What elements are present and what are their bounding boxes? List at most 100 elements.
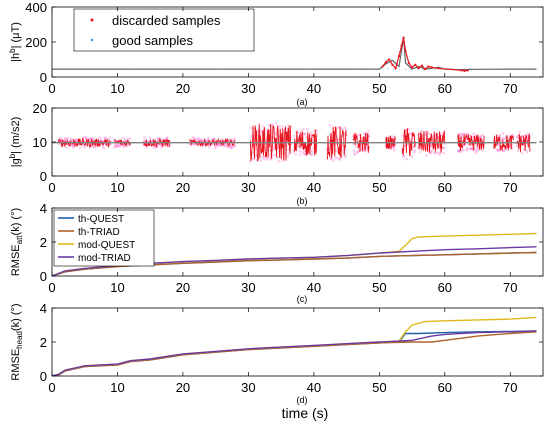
y-axis-label: |gb| (m/s2) — [8, 117, 22, 168]
halo-point — [191, 136, 194, 140]
halo-point — [62, 139, 66, 142]
halo-point — [500, 138, 504, 141]
good-sample-point — [334, 68, 336, 70]
halo-point — [278, 124, 281, 128]
halo-point — [335, 156, 339, 159]
halo-point — [268, 123, 271, 127]
halo-point — [227, 139, 231, 142]
halo-point — [103, 136, 106, 139]
x-tick-label: 40 — [307, 280, 321, 295]
halo-point — [467, 147, 470, 151]
discarded-sample-point — [424, 68, 427, 71]
x-tick-label: 60 — [438, 81, 452, 96]
halo-point — [233, 144, 237, 148]
halo-point — [438, 153, 442, 156]
halo-point — [214, 144, 218, 148]
halo-point — [364, 149, 367, 153]
halo-point — [353, 152, 356, 155]
halo-point — [305, 136, 308, 139]
x-tick-label: 40 — [307, 180, 321, 195]
halo-point — [232, 144, 235, 148]
series-th-triad — [52, 331, 537, 376]
discarded-sample-point — [410, 66, 414, 69]
good-sample-point — [86, 68, 89, 71]
x-tick-label: 70 — [503, 280, 517, 295]
halo-point — [495, 148, 499, 152]
halo-point — [200, 145, 203, 148]
halo-point — [217, 143, 220, 146]
halo-point — [479, 135, 482, 138]
halo-point — [456, 149, 460, 153]
panel-1: discarded samples good samples 0 10 20 30 40 50… — [8, 0, 544, 107]
halo-point — [337, 158, 341, 161]
halo-point — [91, 137, 95, 141]
good-sample-point — [310, 68, 312, 70]
halo-point — [340, 127, 344, 131]
halo-point — [526, 131, 530, 135]
x-tick-label: 10 — [110, 81, 124, 96]
halo-point — [298, 153, 302, 157]
good-sample-point — [369, 68, 371, 70]
series-th-triad — [52, 251, 537, 276]
discarded-sample-point — [388, 58, 391, 61]
halo-point — [516, 149, 520, 153]
halo-point — [299, 130, 303, 133]
good-sample-point — [169, 68, 171, 71]
halo-point — [515, 144, 519, 148]
series-discarded-samples — [385, 135, 396, 150]
x-tick-label: 20 — [176, 81, 190, 96]
halo-point — [114, 144, 117, 148]
discarded-sample-point — [430, 66, 433, 69]
halo-point — [475, 148, 479, 151]
y-axis-label: RMSEatt(k) (°) — [10, 208, 24, 276]
halo-point — [128, 137, 132, 140]
x-tick-label: 0 — [48, 81, 55, 96]
halo-point — [362, 149, 366, 152]
good-sample-point — [393, 68, 395, 70]
x-tick-label: 20 — [176, 380, 190, 395]
panel-label: (c) — [297, 294, 308, 304]
good-sample-point — [516, 68, 519, 71]
halo-point — [473, 148, 477, 152]
halo-point — [423, 130, 427, 134]
halo-point — [310, 149, 314, 153]
halo-point — [354, 152, 357, 156]
halo-point — [109, 142, 113, 146]
halo-point — [145, 146, 148, 149]
discarded-sample-point — [466, 69, 469, 72]
halo-point — [213, 146, 217, 150]
halo-point — [328, 123, 332, 127]
halo-point — [498, 134, 501, 138]
halo-point — [142, 139, 146, 142]
good-sample-point — [74, 68, 77, 70]
halo-point — [356, 150, 359, 154]
halo-point — [411, 145, 415, 149]
good-sample-point — [239, 68, 242, 71]
good-sample-point — [68, 67, 71, 70]
halo-point — [430, 149, 434, 152]
x-tick-label: 70 — [503, 81, 517, 96]
halo-point — [207, 145, 211, 149]
halo-point — [502, 149, 506, 153]
halo-point — [249, 126, 253, 130]
halo-point — [259, 158, 262, 162]
halo-point — [515, 135, 519, 138]
good-sample-point — [257, 68, 259, 70]
discarded-sample-point — [394, 67, 397, 70]
halo-point — [405, 157, 409, 161]
halo-point — [442, 151, 446, 155]
halo-point — [502, 132, 505, 135]
y-tick-label: 4 — [40, 201, 47, 216]
good-sample-point — [151, 68, 153, 70]
halo-point — [407, 127, 411, 131]
halo-point — [497, 149, 500, 152]
good-sample-point — [363, 68, 365, 71]
series-discarded-samples — [457, 133, 485, 152]
x-tick-label: 10 — [110, 180, 124, 195]
halo-point — [465, 149, 468, 152]
halo-point — [209, 138, 213, 142]
halo-point — [272, 148, 275, 151]
halo-point — [469, 146, 473, 150]
halo-point — [280, 125, 284, 128]
